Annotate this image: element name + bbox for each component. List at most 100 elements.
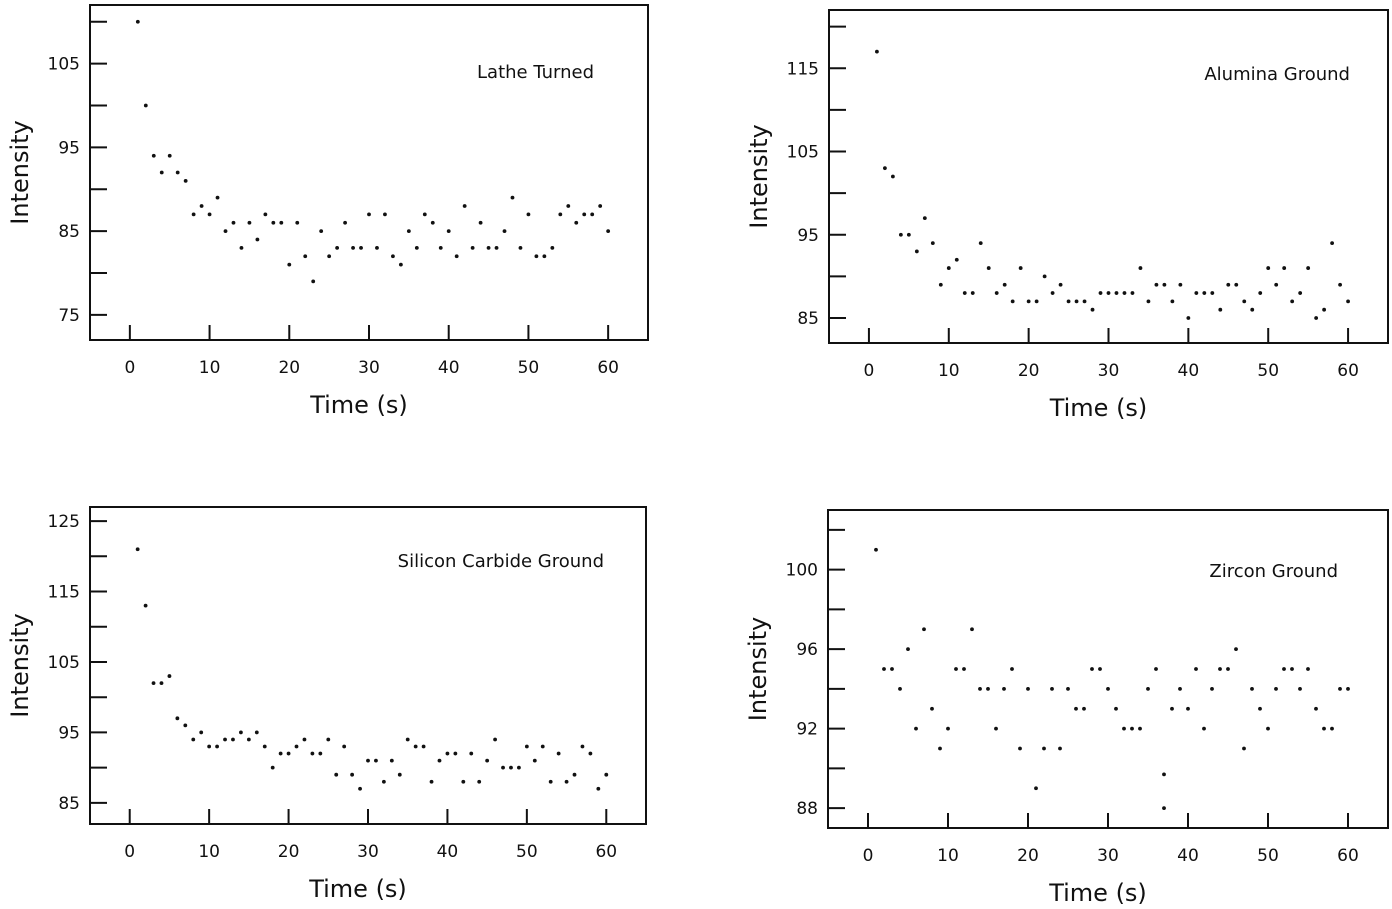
data-point bbox=[453, 751, 458, 756]
data-point bbox=[1338, 686, 1342, 691]
data-point bbox=[550, 245, 555, 250]
data-point bbox=[271, 220, 276, 225]
data-point bbox=[1042, 746, 1046, 751]
data-point bbox=[1002, 686, 1006, 691]
panel-lathe-turned: 0 10 20 30 40 50 60 75 85 95 105 Time (s) Intensity L… bbox=[6, 4, 649, 419]
data-point bbox=[518, 245, 523, 250]
data-point bbox=[1266, 726, 1270, 731]
data-point bbox=[343, 220, 347, 225]
data-point bbox=[1306, 266, 1311, 270]
data-point bbox=[135, 547, 140, 552]
data-point bbox=[486, 245, 491, 250]
data-point bbox=[1130, 291, 1135, 295]
data-point bbox=[1170, 299, 1175, 304]
data-point bbox=[469, 751, 474, 756]
panel-alumina-ground: 0 10 20 30 40 50 60 85 95 105 115 Time (s) Intensity… bbox=[745, 9, 1389, 422]
data-point bbox=[310, 751, 315, 756]
data-point bbox=[938, 746, 942, 751]
x-tick-label: 50 bbox=[1257, 361, 1279, 381]
data-point bbox=[1178, 686, 1182, 691]
data-point bbox=[882, 667, 886, 671]
data-point bbox=[582, 212, 587, 217]
data-point bbox=[207, 744, 212, 749]
data-point bbox=[1162, 282, 1167, 287]
data-point bbox=[255, 237, 260, 242]
x-tick-label: 10 bbox=[937, 846, 959, 866]
data-point bbox=[326, 737, 331, 742]
data-point bbox=[199, 730, 204, 735]
data-point bbox=[598, 204, 603, 208]
data-point bbox=[494, 245, 499, 250]
data-point bbox=[159, 681, 164, 686]
data-point bbox=[986, 266, 991, 270]
data-point bbox=[1290, 299, 1295, 304]
data-point bbox=[1266, 266, 1271, 270]
data-point bbox=[183, 178, 188, 183]
x-tick-label: 50 bbox=[518, 358, 540, 378]
data-point bbox=[510, 195, 515, 200]
x-tick-label: 60 bbox=[1337, 846, 1359, 866]
y-tick-label: 125 bbox=[48, 512, 80, 532]
data-point bbox=[1154, 282, 1159, 287]
y-tick-label: 92 bbox=[796, 720, 818, 740]
x-tick-label: 30 bbox=[1098, 361, 1120, 381]
data-point bbox=[1170, 706, 1174, 711]
data-point bbox=[278, 751, 283, 756]
x-tick-label: 40 bbox=[1178, 361, 1200, 381]
x-tick-label: 10 bbox=[938, 361, 960, 381]
data-point bbox=[375, 245, 379, 250]
x-tick-label: 30 bbox=[1097, 846, 1119, 866]
data-point bbox=[566, 204, 571, 208]
plot-frame bbox=[89, 4, 649, 341]
data-point bbox=[374, 758, 378, 763]
data-point bbox=[875, 49, 879, 54]
data-point bbox=[405, 737, 410, 742]
data-point bbox=[604, 772, 609, 777]
data-point bbox=[1074, 299, 1079, 304]
x-tick-label: 40 bbox=[437, 842, 459, 862]
y-tick-label: 95 bbox=[58, 723, 80, 743]
data-point bbox=[159, 170, 164, 175]
data-point bbox=[1330, 726, 1334, 731]
data-point bbox=[1290, 667, 1294, 671]
data-point bbox=[383, 212, 387, 217]
data-point bbox=[1090, 667, 1094, 671]
data-point bbox=[1242, 746, 1246, 751]
data-point bbox=[1282, 667, 1286, 671]
data-point bbox=[1314, 706, 1318, 711]
data-point bbox=[327, 254, 332, 259]
data-point bbox=[590, 212, 595, 217]
data-point bbox=[906, 232, 911, 237]
data-point bbox=[151, 681, 156, 686]
panel-label: Lathe Turned bbox=[477, 62, 594, 83]
data-point bbox=[1138, 726, 1142, 731]
y-tick-label: 85 bbox=[58, 222, 80, 242]
x-tick-label: 60 bbox=[595, 842, 617, 862]
data-point bbox=[898, 686, 902, 691]
data-point bbox=[302, 737, 307, 742]
data-point bbox=[446, 229, 451, 234]
data-point bbox=[294, 744, 299, 749]
data-point bbox=[1154, 667, 1158, 671]
data-point bbox=[1050, 291, 1055, 295]
data-point bbox=[470, 245, 475, 250]
y-tick-label: 115 bbox=[787, 59, 819, 79]
data-point bbox=[1242, 299, 1247, 304]
data-point bbox=[1194, 291, 1199, 295]
data-point bbox=[175, 170, 180, 175]
x-tick-label: 0 bbox=[864, 361, 875, 381]
data-point bbox=[1122, 291, 1127, 295]
data-point bbox=[391, 254, 395, 259]
data-point bbox=[477, 779, 482, 784]
data-point bbox=[247, 220, 252, 225]
x-tick-label: 0 bbox=[863, 846, 874, 866]
y-tick-label: 96 bbox=[796, 640, 818, 660]
data-point bbox=[398, 262, 403, 267]
data-point bbox=[319, 229, 324, 234]
data-point bbox=[1298, 686, 1302, 691]
data-point bbox=[351, 245, 355, 250]
data-point bbox=[954, 257, 959, 262]
data-point bbox=[517, 765, 521, 770]
x-tick-label: 40 bbox=[1177, 846, 1199, 866]
y-axis-title: Intensity bbox=[6, 120, 34, 224]
